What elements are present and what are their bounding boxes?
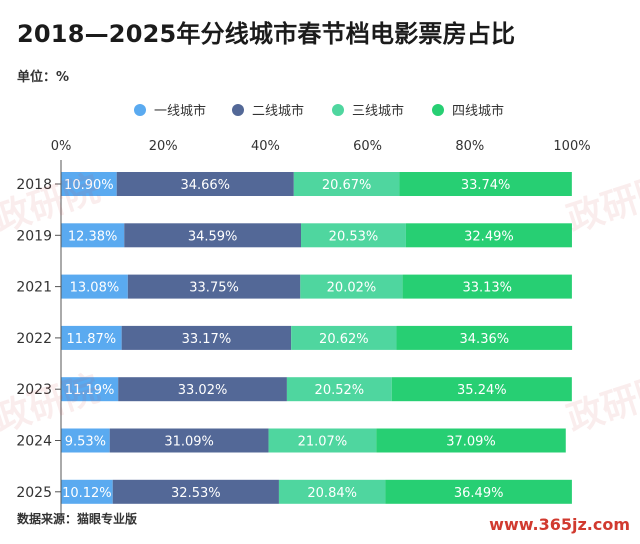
data-label: 34.59%: [188, 229, 238, 244]
data-label: 33.02%: [178, 383, 228, 398]
bar-segment: [61, 325, 122, 350]
legend-swatch-tier4: [432, 103, 444, 116]
data-label: 13.08%: [70, 281, 120, 296]
data-label: 34.66%: [180, 178, 230, 193]
bar-segment: [61, 172, 117, 196]
bar-segment: [405, 223, 572, 248]
data-label: 12.38%: [68, 229, 118, 244]
legend-label-tier1: 一线城市: [154, 104, 207, 119]
unit-label: 单位：%: [17, 70, 70, 85]
bar-segment: [124, 223, 302, 248]
data-label: 20.52%: [315, 383, 365, 398]
chart-title: 2018—2025年分线城市春节档电影票房占比: [17, 20, 516, 48]
data-label: 36.49%: [454, 486, 504, 501]
bar-segment: [61, 479, 113, 504]
bar-segment: [61, 223, 125, 248]
legend-label-tier2: 二线城市: [252, 104, 305, 119]
data-label: 20.84%: [307, 486, 357, 501]
data-label: 10.90%: [64, 178, 114, 193]
data-label: 11.87%: [67, 332, 117, 347]
bar-segment: [121, 325, 292, 350]
year-label: 2024: [16, 434, 52, 450]
bar-segment: [396, 325, 573, 350]
data-label: 9.53%: [65, 435, 106, 450]
bar-segment: [286, 377, 392, 402]
x-tick-label: 100%: [553, 139, 590, 154]
bar-segment: [402, 274, 572, 299]
data-label: 32.49%: [464, 229, 514, 244]
year-label: 2022: [16, 331, 52, 347]
data-label: 31.09%: [164, 435, 214, 450]
bar-segment: [109, 428, 269, 453]
year-label: 2019: [16, 228, 52, 244]
legend-item-tier4: 四线城市: [432, 100, 504, 119]
legend-swatch-tier1: [134, 103, 146, 116]
legend-label-tier3: 三线城市: [352, 104, 405, 119]
data-label: 20.62%: [319, 332, 369, 347]
bar-segment: [301, 223, 406, 248]
bar-segment: [300, 274, 403, 299]
data-label: 10.12%: [62, 486, 112, 501]
data-label: 32.53%: [171, 486, 221, 501]
x-tick-label: 20%: [149, 139, 178, 154]
bar-segment: [127, 274, 301, 299]
data-label: 33.74%: [461, 178, 511, 193]
bar-segment: [118, 377, 287, 402]
data-label: 33.13%: [462, 281, 512, 296]
data-label: 21.07%: [298, 435, 348, 450]
year-label: 2018: [16, 177, 52, 193]
bar-segment: [61, 274, 128, 299]
bar-segment: [112, 479, 279, 504]
data-source: 数据来源：猫眼专业版: [17, 512, 138, 526]
data-label: 33.75%: [189, 281, 239, 296]
legend-swatch-tier3: [332, 103, 344, 116]
x-tick-label: 40%: [251, 139, 280, 154]
bar-segment: [293, 172, 400, 196]
data-label: 11.19%: [65, 383, 115, 398]
data-label: 37.09%: [446, 435, 496, 450]
bar-segment: [385, 479, 572, 504]
bar-segment: [291, 325, 397, 350]
data-label: 35.24%: [457, 383, 507, 398]
x-tick-label: 0%: [51, 139, 72, 154]
bar-segment: [116, 172, 294, 196]
x-tick-label: 60%: [353, 139, 382, 154]
year-label: 2025: [16, 485, 52, 501]
bar-segment: [278, 479, 386, 504]
year-label: 2023: [16, 382, 52, 398]
legend-item-tier2: 二线城市: [232, 100, 304, 119]
x-tick-label: 80%: [455, 139, 484, 154]
data-label: 20.53%: [329, 229, 379, 244]
data-label: 33.17%: [182, 332, 232, 347]
legend-item-tier1: 一线城市: [134, 100, 206, 119]
data-label: 20.02%: [327, 281, 377, 296]
year-label: 2021: [16, 280, 52, 296]
bar-segment: [268, 428, 377, 453]
bar-segment: [61, 428, 110, 453]
legend-item-tier3: 三线城市: [332, 100, 404, 119]
bar-segment: [376, 428, 566, 453]
legend-swatch-tier2: [232, 103, 244, 116]
bar-segment: [61, 377, 119, 402]
data-label: 20.67%: [322, 178, 372, 193]
bar-segment: [399, 172, 572, 196]
legend-label-tier4: 四线城市: [452, 104, 505, 119]
bar-segment: [391, 377, 572, 402]
data-label: 34.36%: [460, 332, 510, 347]
site-url: www.365jz.com: [489, 515, 630, 534]
